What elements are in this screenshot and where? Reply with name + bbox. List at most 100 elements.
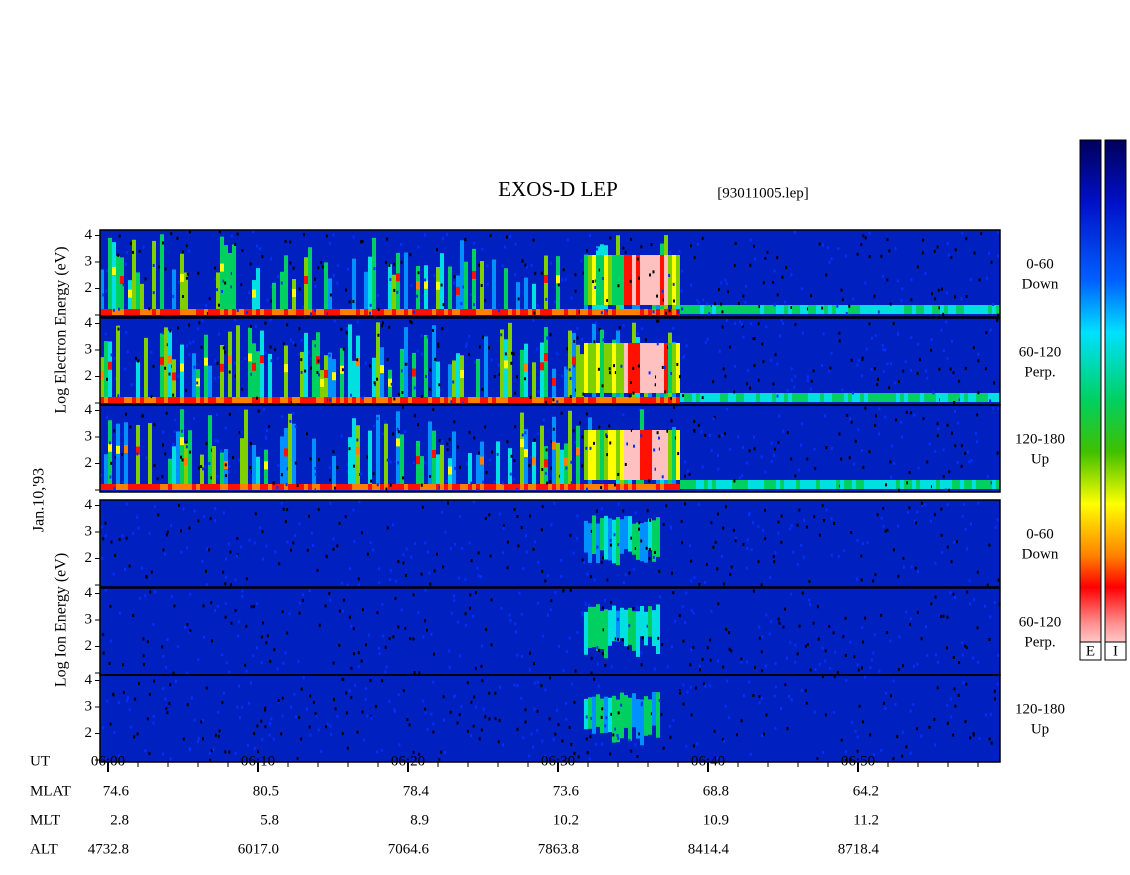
texture [912, 393, 916, 402]
texture [692, 611, 695, 615]
texture [930, 519, 933, 523]
texture [408, 484, 412, 490]
texture [961, 653, 964, 657]
texture [681, 307, 684, 311]
texture [264, 708, 267, 712]
texture [656, 294, 659, 298]
texture [997, 578, 1000, 582]
texture [569, 394, 572, 398]
texture [224, 397, 228, 403]
texture [528, 651, 531, 655]
texture [345, 331, 348, 335]
texture [364, 361, 367, 365]
texture [829, 366, 832, 370]
texture [472, 614, 475, 618]
texture [480, 484, 484, 490]
texture [948, 470, 951, 474]
texture [618, 326, 621, 330]
ion-axis-label: Log Ion Energy (eV) [53, 553, 70, 687]
texture [757, 378, 760, 382]
texture [701, 396, 704, 400]
texture [926, 376, 929, 380]
texture [329, 501, 332, 505]
panel-frame [99, 404, 1001, 493]
texture [860, 243, 863, 247]
texture [138, 596, 141, 600]
texture [124, 397, 128, 403]
texture [405, 547, 408, 551]
texture [821, 306, 824, 310]
texture [264, 435, 267, 439]
texture [746, 538, 749, 542]
texture [892, 757, 895, 761]
texture [808, 598, 811, 602]
texture [658, 447, 661, 451]
texture [966, 547, 969, 551]
texture [540, 397, 544, 403]
texture [909, 709, 912, 713]
texture [500, 333, 503, 337]
texture [338, 521, 341, 525]
texture [336, 714, 339, 718]
texture [381, 679, 384, 683]
texture [388, 637, 391, 641]
texture [422, 699, 425, 703]
texture [614, 371, 617, 375]
texture [632, 255, 636, 305]
texture [576, 631, 579, 635]
texture [800, 393, 804, 402]
texture [921, 503, 924, 507]
texture [710, 521, 713, 525]
texture [177, 503, 180, 507]
texture [584, 484, 588, 490]
texture [432, 730, 435, 734]
texture [396, 427, 399, 431]
texture [169, 683, 172, 687]
texture [902, 556, 905, 560]
texture [616, 610, 620, 642]
texture [484, 397, 488, 403]
texture [289, 240, 292, 244]
texture [524, 449, 528, 458]
texture [214, 266, 217, 270]
texture [644, 430, 648, 480]
texture [737, 435, 740, 439]
texture [268, 309, 272, 315]
texture [172, 393, 175, 397]
texture [388, 378, 392, 387]
texture [432, 408, 435, 412]
texture [790, 378, 793, 382]
texture [644, 309, 648, 315]
texture [786, 431, 789, 435]
orbit-value: 80.5 [253, 783, 279, 799]
texture [868, 322, 871, 326]
texture [284, 484, 288, 490]
texture [906, 511, 909, 515]
texture [884, 348, 887, 352]
texture [318, 623, 321, 627]
orbit-value: 78.4 [403, 783, 430, 799]
texture [102, 726, 105, 730]
texture [544, 353, 548, 362]
texture [624, 695, 628, 728]
texture [513, 458, 516, 462]
texture [940, 507, 943, 511]
texture [952, 305, 956, 314]
texture [376, 750, 379, 754]
texture [670, 571, 673, 575]
texture [752, 521, 755, 525]
texture [300, 338, 303, 342]
texture [453, 275, 456, 279]
texture [624, 309, 628, 315]
texture [412, 461, 415, 465]
texture [686, 469, 689, 473]
texture [657, 319, 660, 323]
texture [638, 408, 641, 412]
texture [778, 334, 781, 338]
texture [290, 401, 293, 405]
texture [818, 662, 821, 666]
texture [152, 721, 155, 725]
texture [396, 438, 400, 447]
texture [918, 358, 921, 362]
texture [712, 480, 716, 489]
